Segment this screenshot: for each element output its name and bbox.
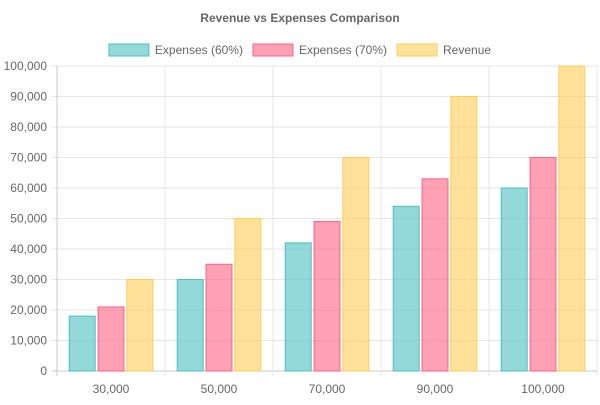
bar[interactable]	[342, 157, 370, 372]
y-tick-label: 90,000	[10, 90, 47, 104]
y-tick-label: 10,000	[10, 334, 47, 348]
bar[interactable]	[126, 279, 154, 372]
y-tick-label: 70,000	[10, 151, 47, 165]
y-axis: 0 10,000 20,000 30,000 40,000 50,000 60,000 70,…	[4, 59, 48, 378]
y-tick-label: 60,000	[10, 181, 47, 195]
bar[interactable]	[176, 279, 204, 372]
bar[interactable]	[97, 306, 125, 372]
legend-item[interactable]: Revenue	[396, 43, 491, 57]
bar[interactable]	[450, 96, 478, 372]
legend-swatch	[396, 43, 438, 57]
y-tick-label: 80,000	[10, 120, 47, 134]
y-tick-label: 100,000	[4, 59, 48, 73]
x-tick-label: 90,000	[417, 382, 454, 396]
bar[interactable]	[392, 205, 420, 372]
bar[interactable]	[205, 263, 233, 372]
bar[interactable]	[313, 221, 341, 372]
x-tick-label: 30,000	[93, 382, 130, 396]
chart-title: Revenue vs Expenses Comparison	[200, 11, 399, 25]
y-tick-label: 20,000	[10, 303, 47, 317]
bar[interactable]	[558, 65, 586, 372]
legend-swatch	[108, 43, 150, 57]
x-axis: 30,000 50,000 70,000 90,000 100,000	[93, 382, 565, 396]
legend-item[interactable]: Expenses (70%)	[252, 43, 387, 57]
bar[interactable]	[529, 157, 557, 372]
legend-swatch	[252, 43, 294, 57]
legend-label: Expenses (60%)	[155, 43, 243, 57]
bar[interactable]	[68, 315, 96, 372]
legend-item[interactable]: Expenses (60%)	[108, 43, 243, 57]
x-tick-label: 70,000	[309, 382, 346, 396]
y-tick-label: 50,000	[10, 212, 47, 226]
bar[interactable]	[421, 178, 449, 372]
legend: Expenses (60%) Expenses (70%) Revenue	[108, 43, 491, 57]
legend-label: Revenue	[443, 43, 491, 57]
bar[interactable]	[500, 187, 528, 372]
y-tick-label: 40,000	[10, 242, 47, 256]
bar[interactable]	[234, 218, 262, 372]
legend-label: Expenses (70%)	[299, 43, 387, 57]
y-tick-label: 0	[40, 364, 47, 378]
x-tick-label: 50,000	[201, 382, 238, 396]
bar[interactable]	[284, 242, 312, 372]
y-tick-label: 30,000	[10, 273, 47, 287]
bars	[68, 65, 586, 372]
x-tick-label: 100,000	[521, 382, 565, 396]
